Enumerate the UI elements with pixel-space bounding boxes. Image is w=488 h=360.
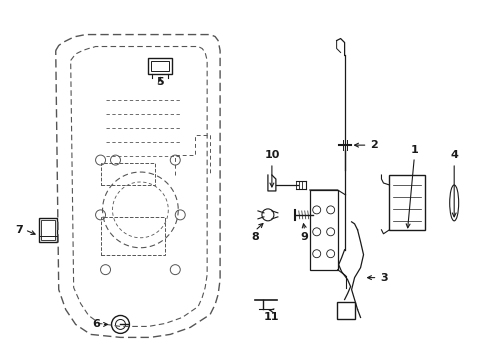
Text: 4: 4 xyxy=(449,150,457,160)
Bar xyxy=(41,220,55,240)
Bar xyxy=(101,217,165,255)
Text: 11: 11 xyxy=(264,312,279,323)
Bar xyxy=(151,62,169,71)
Text: 3: 3 xyxy=(380,273,387,283)
Bar xyxy=(101,163,155,185)
Bar xyxy=(309,190,337,270)
Text: 7: 7 xyxy=(15,225,23,235)
Bar xyxy=(148,58,172,75)
Text: 6: 6 xyxy=(92,319,101,329)
Bar xyxy=(388,175,425,230)
Text: 8: 8 xyxy=(250,232,258,242)
Text: 1: 1 xyxy=(409,145,417,155)
Bar xyxy=(39,218,57,242)
Text: 2: 2 xyxy=(370,140,378,150)
Text: 10: 10 xyxy=(264,150,279,160)
Bar xyxy=(336,302,354,319)
Text: 5: 5 xyxy=(156,77,164,87)
Text: 9: 9 xyxy=(300,232,308,242)
